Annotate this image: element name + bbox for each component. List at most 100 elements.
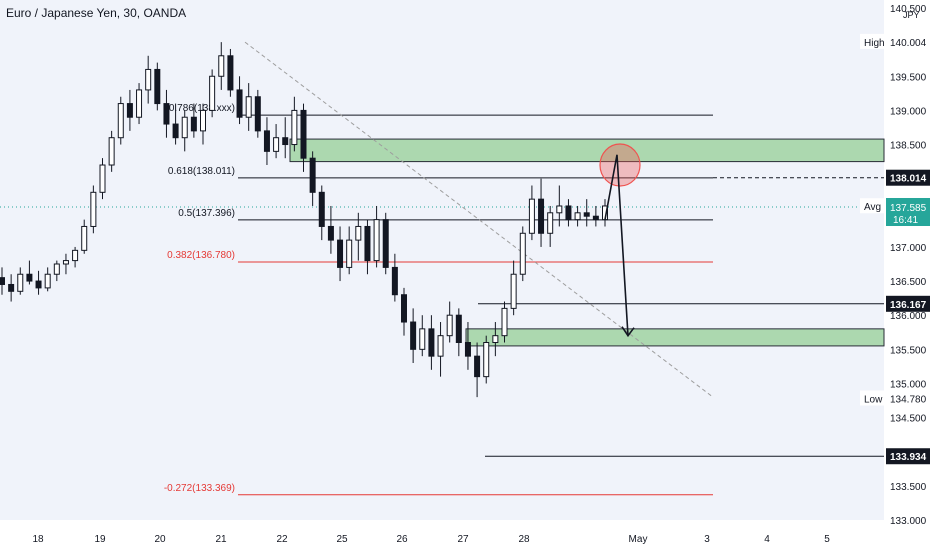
x-tick-label: 28 [518,534,530,545]
fib-level-label: 0.5(137.396) [178,208,235,219]
x-tick-label: 18 [32,534,44,545]
level-badge [886,448,930,465]
candle-body [318,191,325,227]
candle-body [291,109,298,146]
candle-body [355,225,362,241]
candle-body [245,96,252,118]
x-tick-label: 4 [764,534,770,545]
candle-body [136,89,143,118]
candle-body [218,55,225,77]
candle-body [592,215,599,221]
candle-body [26,273,33,282]
candle-body [126,103,133,118]
candle-body [327,225,334,241]
current-price-value: 137.585 [890,203,927,214]
y-tick-label: 140.500 [890,4,927,15]
fib-level-label: 0.618(138.011) [168,166,235,177]
candle-body [346,239,353,268]
candle-body [464,342,471,357]
candle-body [8,283,15,292]
y-tick-label: 134.500 [890,414,927,425]
candle-body [519,232,526,275]
candle-body [44,273,51,289]
candle-body [0,277,5,285]
candle-body [583,212,590,217]
level-badge-value: 138.014 [890,174,927,185]
candle-body [391,266,398,296]
price-tag-label: Avg [864,202,881,213]
candle-body [428,328,435,357]
symbol-title: Euro / Japanese Yen, 30, OANDA [6,6,187,20]
candle-body [556,205,563,214]
candle-body [181,116,188,139]
x-tick-label: 3 [704,534,710,545]
candle-body [81,225,88,251]
candle-body [108,137,115,166]
candle-body [99,164,106,193]
candle-body [254,96,261,132]
candle-body [200,109,206,132]
y-tick-label: 133.500 [890,482,927,493]
y-tick-label: 139.000 [890,106,927,117]
candle-body [209,75,216,111]
candle-body [474,355,481,378]
candle-body [419,328,426,350]
candle-body [227,55,234,91]
candle-body [282,137,289,146]
level-badge-value: 133.934 [890,452,927,463]
countdown-timer: 16:41 [893,215,918,226]
candle-body [309,157,316,193]
level-badge [886,169,930,186]
candle-body [538,198,545,234]
price-tag-box [860,198,888,214]
y-tick-label: 135.000 [890,379,927,390]
x-tick-label: 27 [457,534,469,545]
candle-body [510,273,517,309]
y-tick-label: 136.000 [890,311,927,322]
candle-body [364,225,371,262]
price-tag-value: 134.780 [890,394,927,405]
candle-body [528,198,535,234]
candle-body [72,249,79,262]
candle-body [17,273,24,292]
price-tag-label: Low [864,394,883,405]
projection-arrow [604,154,629,336]
y-tick-label: 139.500 [890,72,927,83]
price-tag-label: High [864,38,885,49]
candle-body [35,280,42,289]
candle-body [446,314,453,337]
x-tick-label: 25 [336,534,348,545]
demand-zone [465,328,885,347]
candle-body [236,89,243,118]
candle-body [382,219,389,268]
y-tick-label: 138.500 [890,141,927,152]
candle-body [337,239,344,268]
candle-body [437,335,444,357]
candle-body [53,263,60,275]
fib-level-label: -0.272(133.369) [164,483,235,494]
x-tick-label: May [629,534,648,545]
candle-body [565,205,572,221]
x-tick-label: 26 [396,534,408,545]
x-tick-label: 21 [215,534,227,545]
candle-body [62,260,69,265]
candle-body [154,68,161,105]
candle-body [190,116,197,132]
x-tick-label: 19 [94,534,106,545]
currency-label: JPY [903,10,920,20]
candle-body [492,335,499,344]
price-tag-value: 140.004 [890,38,927,49]
x-tick-label: 22 [276,534,288,545]
candle-body [547,212,554,234]
candle-body [455,314,462,344]
candle-body [483,342,490,378]
candle-body [300,109,307,159]
price-tag-box [860,390,888,406]
level-badge [886,295,930,312]
time-axis-background [0,520,884,550]
candle-body [373,219,380,262]
current-price-badge [886,197,930,226]
candle-body [172,123,179,139]
candle-body [263,130,270,152]
